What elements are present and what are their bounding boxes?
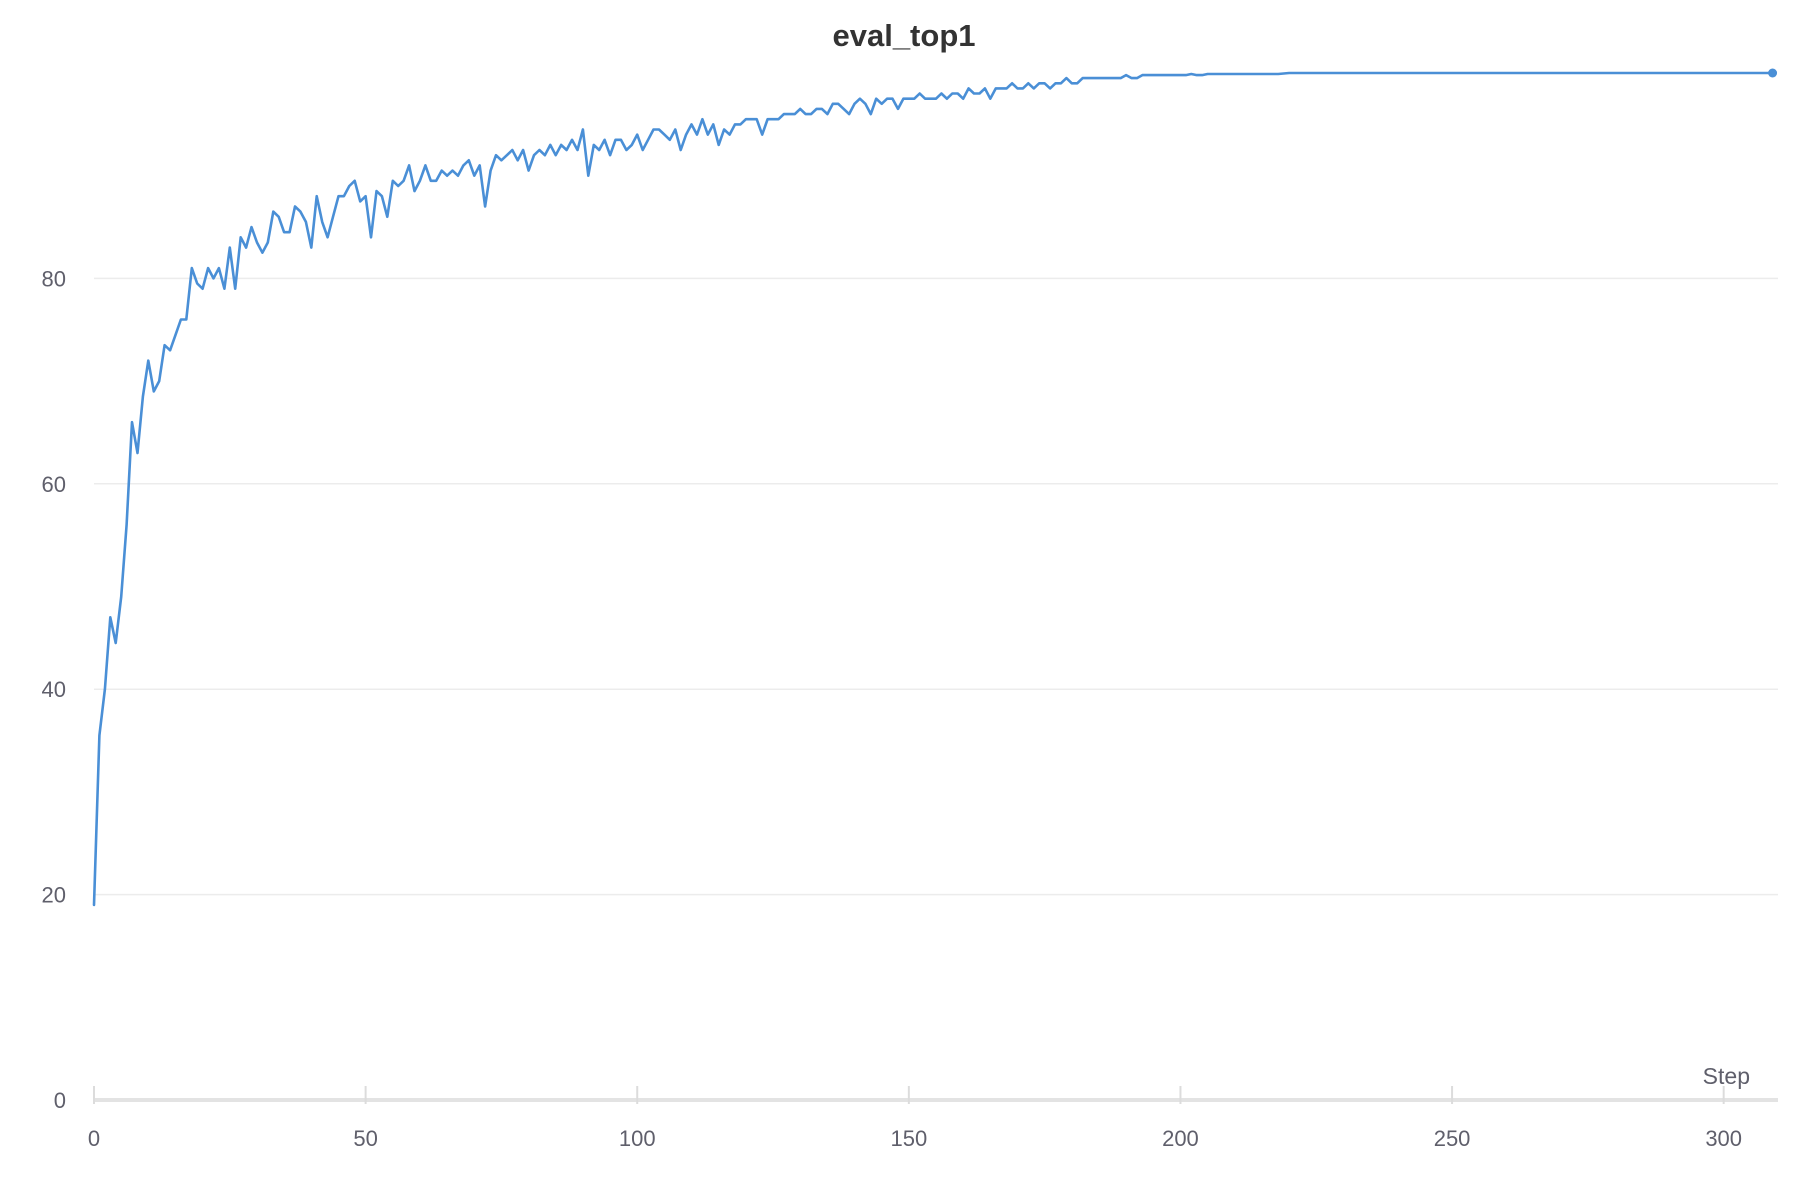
series-line xyxy=(92,71,1774,907)
x-tick-label: 150 xyxy=(890,1126,927,1151)
y-tick-label: 0 xyxy=(54,1088,66,1113)
y-tick-label: 40 xyxy=(42,677,66,702)
series-layer xyxy=(92,68,1778,907)
y-tick-label: 20 xyxy=(42,883,66,908)
x-tick-label: 100 xyxy=(619,1126,656,1151)
y-tick-label: 60 xyxy=(42,472,66,497)
chart-title: eval_top1 xyxy=(832,18,976,53)
y-tick-label: 80 xyxy=(42,266,66,291)
x-axis: 0 20 40 60 80 0 50 100 150 200 250 300 xyxy=(42,266,1778,1151)
x-tick-label: 0 xyxy=(88,1126,100,1151)
series-end-point xyxy=(1768,68,1778,78)
x-tick-label: 250 xyxy=(1434,1126,1471,1151)
x-axis-label: Step xyxy=(1703,1063,1750,1089)
x-tick-label: 50 xyxy=(353,1126,377,1151)
x-tick-label: 300 xyxy=(1705,1126,1742,1151)
x-tick-label: 200 xyxy=(1162,1126,1199,1151)
grid-lines xyxy=(94,277,1778,896)
